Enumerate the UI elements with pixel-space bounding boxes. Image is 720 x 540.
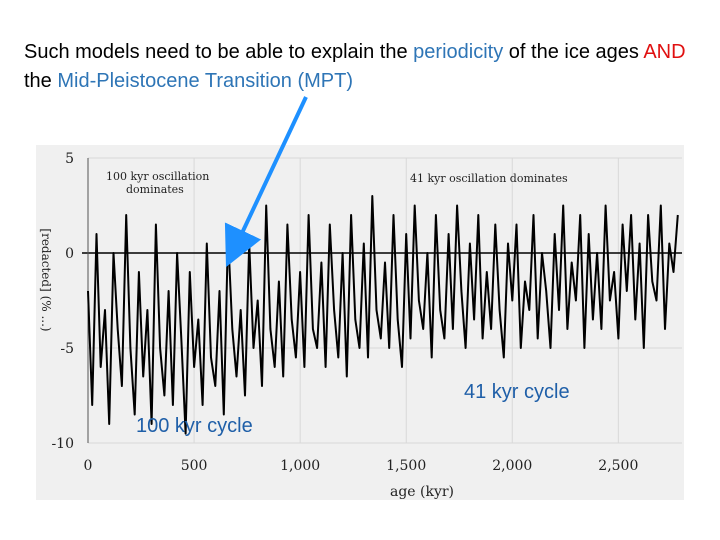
x-tick-label-3: 1,500 — [386, 458, 426, 474]
label-100-kyr-cycle: 100 kyr cycle — [136, 415, 253, 437]
headline-periodicity: periodicity — [413, 41, 504, 63]
series-layer — [87, 195, 679, 435]
x-tick-label-2: 1,000 — [280, 458, 320, 474]
x-tick-labels: 0 500 1,000 1,500 2,000 2,500 — [84, 458, 639, 474]
annotation-100kyr-line2: dominates — [126, 183, 184, 196]
headline-and: AND — [643, 41, 686, 63]
headline-text-3: the — [24, 70, 58, 92]
series-line-0 — [87, 195, 679, 435]
y-tick-label-3: -10 — [51, 436, 74, 452]
headline-text-2: of the ice ages — [503, 41, 644, 63]
x-tick-label-1: 500 — [181, 458, 208, 474]
y-tick-label-1: 0 — [65, 246, 74, 262]
headline-text-1: Such models need to be able to explain t… — [24, 41, 414, 63]
y-axis-label: [redacted] (% ...) — [39, 228, 53, 331]
x-tick-label-4: 2,000 — [492, 458, 532, 474]
x-axis-label: age (kyr) — [390, 484, 454, 500]
y-tick-label-0: 5 — [65, 151, 74, 167]
annotation-41kyr: 41 kyr oscillation dominates — [410, 172, 568, 185]
headline: Such models need to be able to explain t… — [24, 38, 714, 96]
y-tick-label-2: -5 — [60, 341, 74, 357]
label-41-kyr-cycle: 41 kyr cycle — [464, 381, 570, 403]
mpt-callout-arrow — [224, 96, 308, 268]
y-tick-labels: 5 0 -5 -10 — [51, 151, 74, 452]
x-tick-label-5: 2,500 — [598, 458, 638, 474]
x-tick-label-0: 0 — [84, 458, 93, 474]
annotation-100kyr-line1: 100 kyr oscillation — [106, 170, 209, 183]
headline-mpt: Mid-Pleistocene Transition (MPT) — [57, 70, 354, 92]
